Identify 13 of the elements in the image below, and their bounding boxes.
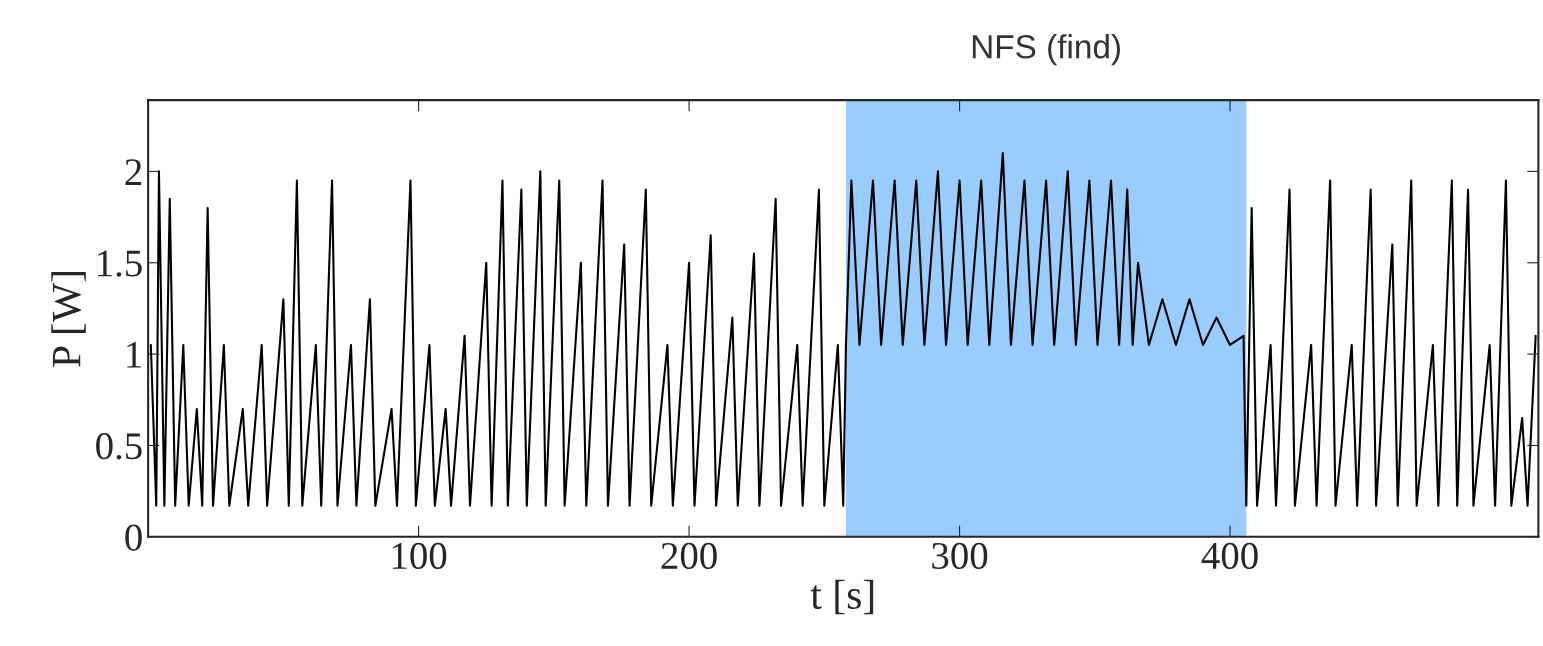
y-axis-title: P [W] [51,272,86,367]
x-axis-title: t [s] [810,579,874,615]
x-tick-label: 400 [1201,542,1258,570]
x-tick-label: 200 [661,542,717,570]
x-tick-label: 300 [932,542,988,570]
y-tick-label: 0 [125,524,142,551]
y-tick-label: 2 [125,159,142,185]
y-tick-label: 1 [127,341,141,368]
band-label: NFS (find) [972,34,1120,66]
y-tick-label: 1.5 [98,250,142,277]
line-series [149,152,1537,507]
x-tick-label: 100 [392,542,447,570]
y-tick-label: 0.5 [96,433,142,460]
